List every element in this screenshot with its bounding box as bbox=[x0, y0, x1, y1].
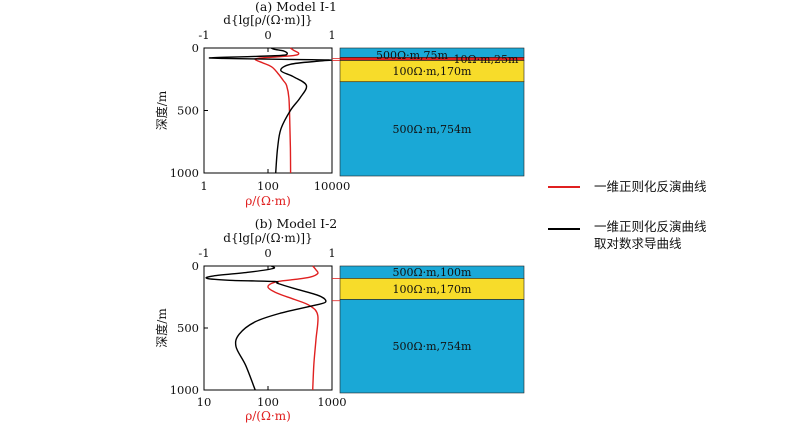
panel-2-bottom-tick-label: 1000 bbox=[317, 395, 346, 409]
panel-1-plot-frame bbox=[203, 47, 333, 174]
panel-2-layer-label: 100Ω·m,170m bbox=[393, 283, 473, 296]
panel-1-layer-label: 500Ω·m,754m bbox=[393, 123, 473, 136]
panel-2-top-axis-label: d{lg[ρ/(Ω·m)]} bbox=[223, 231, 312, 245]
panel-1-y-tick-label: 0 bbox=[192, 41, 199, 55]
legend-black-swatch bbox=[548, 228, 580, 230]
panel-1-layer-label: 100Ω·m,170m bbox=[393, 65, 473, 78]
panel-1-top-tick-label: 1 bbox=[328, 28, 335, 42]
panel-1-y-axis-label: 深度/m bbox=[154, 90, 169, 130]
panel-1-bottom-tick-label: 100 bbox=[257, 179, 279, 193]
panel-2-y-axis-label: 深度/m bbox=[154, 308, 169, 348]
panel-2-bottom-tick-label: 10 bbox=[197, 395, 212, 409]
panel-1-top-tick-label: -1 bbox=[198, 28, 209, 42]
panel-1-inversion-curve bbox=[254, 47, 300, 174]
panel-2-layer-label: 500Ω·m,100m bbox=[393, 266, 473, 279]
panel-1-y-tick-label: 500 bbox=[177, 104, 199, 118]
panel-1-bottom-tick-label: 10000 bbox=[314, 179, 351, 193]
panel-2-title: (b) Model I-2 bbox=[255, 216, 338, 231]
panel-1-bottom-axis-label: ρ/(Ω·m) bbox=[245, 194, 291, 208]
panel-2-top-tick-label: -1 bbox=[198, 246, 209, 260]
panel-2-y-tick-label: 0 bbox=[192, 259, 199, 273]
panel-1-layer-label: 500Ω·m,75m bbox=[376, 49, 449, 62]
panel-2-y-tick-label: 1000 bbox=[170, 383, 199, 397]
panel-2-layer-label: 500Ω·m,754m bbox=[393, 340, 473, 353]
legend-black-label-line2: 取对数求导曲线 bbox=[594, 236, 682, 251]
panel-2-bottom-tick-label: 100 bbox=[257, 395, 279, 409]
panel-2-top-tick-label: 0 bbox=[264, 246, 271, 260]
legend-red-swatch bbox=[548, 186, 580, 188]
legend: 一维正则化反演曲线 一维正则化反演曲线 取对数求导曲线 bbox=[548, 176, 768, 256]
panel-2-top-tick-label: 1 bbox=[328, 246, 335, 260]
panel-1-y-tick-label: 1000 bbox=[170, 166, 199, 180]
panel-1-model-layer bbox=[339, 81, 525, 177]
panel-2-y-tick-label: 500 bbox=[177, 321, 199, 335]
panel-2-model-layer bbox=[339, 299, 525, 394]
legend-black-label-line1: 一维正则化反演曲线 bbox=[594, 219, 707, 234]
legend-red-label: 一维正则化反演曲线 bbox=[594, 179, 707, 194]
panel-2-inversion-curve bbox=[267, 265, 319, 391]
panel-1-top-tick-label: 0 bbox=[264, 28, 271, 42]
panel-1-top-axis-label: d{lg[ρ/(Ω·m)]} bbox=[223, 13, 312, 27]
panel-1-title: (a) Model I-1 bbox=[255, 0, 337, 14]
panel-2-bottom-axis-label: ρ/(Ω·m) bbox=[245, 409, 291, 423]
panel-1-bottom-tick-label: 1 bbox=[200, 179, 207, 193]
panel-1-layer-label-thin: 10Ω·m,25m bbox=[454, 53, 520, 66]
panel-2-derivative-curve bbox=[205, 265, 327, 391]
panel-1-derivative-curve bbox=[208, 47, 332, 174]
